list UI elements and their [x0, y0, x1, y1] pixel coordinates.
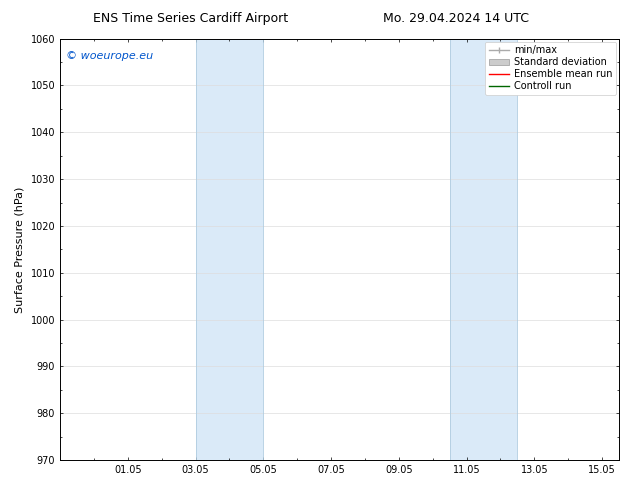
Text: © woeurope.eu: © woeurope.eu — [66, 51, 153, 61]
Y-axis label: Surface Pressure (hPa): Surface Pressure (hPa) — [15, 186, 25, 313]
Text: ENS Time Series Cardiff Airport: ENS Time Series Cardiff Airport — [93, 12, 288, 25]
Bar — [450, 39, 517, 460]
Bar — [195, 39, 263, 460]
Legend: min/max, Standard deviation, Ensemble mean run, Controll run: min/max, Standard deviation, Ensemble me… — [486, 42, 616, 95]
Text: Mo. 29.04.2024 14 UTC: Mo. 29.04.2024 14 UTC — [384, 12, 529, 25]
